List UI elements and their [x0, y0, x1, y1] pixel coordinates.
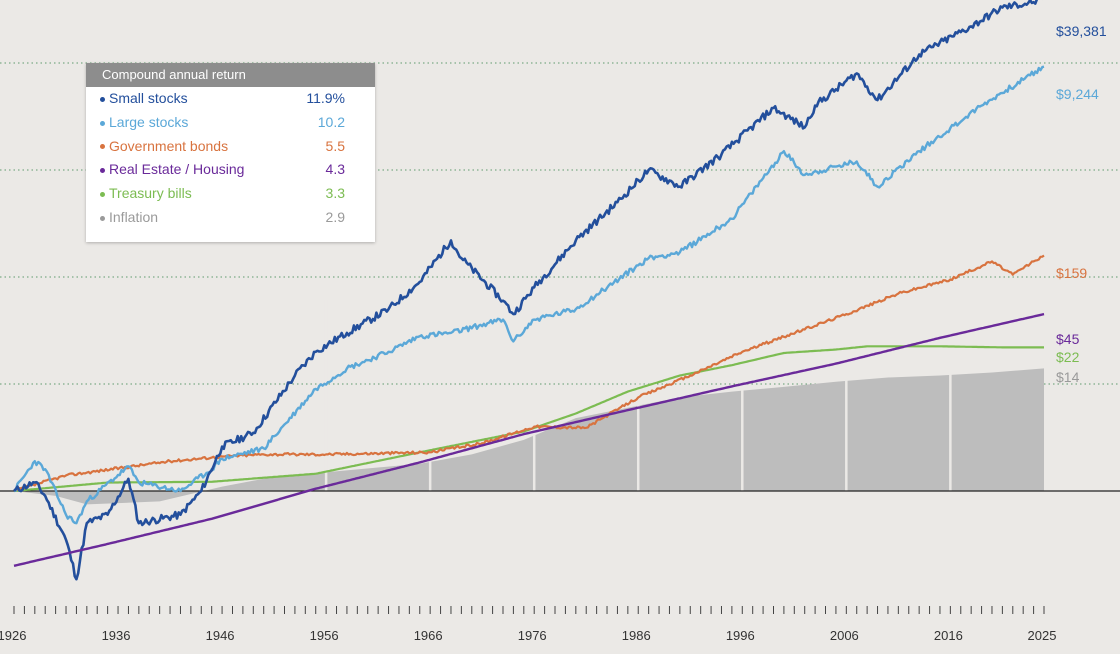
series-area-inflation — [14, 368, 1044, 505]
legend-label: Large stocks — [109, 113, 189, 130]
legend-bullet — [100, 215, 105, 221]
series-line-real-estate-housing — [13, 312, 1045, 567]
x-tick-label: 1946 — [206, 628, 235, 643]
legend-label: Inflation — [109, 208, 159, 225]
legend-entry: Government bonds 5.5 — [86, 135, 375, 159]
x-axis: 1926 1936 1946 1956 1966 1976 1986 1996 2006 2016… — [0, 606, 1056, 643]
legend-title: Compound annual return — [86, 63, 375, 87]
legend-entry: Small stocks 11.9% — [86, 87, 375, 111]
legend-entry: Real Estate / Housing 4.3 — [86, 158, 375, 182]
x-tick-label: 1936 — [102, 628, 131, 643]
end-label: $45 — [1056, 331, 1080, 347]
legend-value: 11.9% — [306, 90, 345, 106]
series-line-government-bonds — [13, 254, 1045, 492]
x-tick-label: 2016 — [934, 628, 963, 643]
legend-label: Small stocks — [109, 90, 188, 106]
end-labels: $39,381 $9,244 $159 $45 $22 $14 — [1056, 23, 1107, 385]
legend-entry: Inflation 2.9 — [86, 206, 375, 230]
x-tick-label: 2006 — [830, 628, 859, 643]
legend-bullet — [100, 144, 105, 150]
legend-value: 5.5 — [325, 137, 345, 154]
x-tick-label: 1986 — [622, 628, 651, 643]
legend-value: 10.2 — [317, 113, 345, 130]
end-label: $159 — [1056, 265, 1087, 281]
legend-label: Real Estate / Housing — [109, 161, 245, 178]
end-label: $22 — [1056, 349, 1080, 365]
series-line-small-stocks — [13, 0, 1044, 581]
x-tick-label: 1996 — [726, 628, 755, 643]
legend-label: Treasury bills — [109, 185, 192, 202]
x-tick-label: 2025 — [1028, 628, 1057, 643]
legend-entry: Treasury bills 3.3 — [86, 182, 375, 206]
legend-rows: Small stocks 11.9% Large stocks 10.2 Governm… — [86, 87, 375, 230]
x-tick-label: 1926 — [0, 628, 26, 643]
legend-bullet — [100, 96, 105, 102]
legend-bullet — [100, 168, 105, 174]
end-label: $9,244 — [1056, 86, 1099, 102]
legend-label: Government bonds — [109, 137, 229, 154]
inflation-area — [14, 300, 1044, 505]
series-lines — [13, 0, 1045, 581]
end-label: $14 — [1056, 369, 1080, 385]
legend-entry: Large stocks 10.2 — [86, 111, 375, 135]
legend-value: 2.9 — [325, 208, 345, 225]
legend-box: Compound annual return Small stocks 11.9%… — [86, 63, 375, 242]
legend-bullet — [100, 120, 105, 126]
x-tick-label: 1966 — [414, 628, 443, 643]
legend-value: 3.3 — [325, 185, 345, 202]
x-tick-label: 1976 — [518, 628, 547, 643]
series-line-large-stocks — [13, 65, 1045, 525]
end-label: $39,381 — [1056, 23, 1107, 39]
legend-value: 4.3 — [325, 161, 345, 178]
x-tick-label: 1956 — [310, 628, 339, 643]
legend-bullet — [100, 191, 105, 197]
